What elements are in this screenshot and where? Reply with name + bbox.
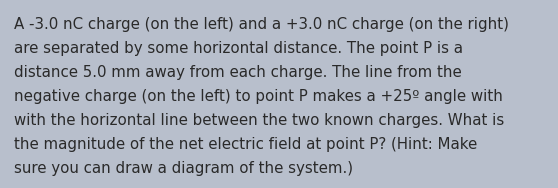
Text: sure you can draw a diagram of the system.): sure you can draw a diagram of the syste… bbox=[14, 161, 353, 176]
Text: are separated by some horizontal distance. The point P is a: are separated by some horizontal distanc… bbox=[14, 41, 463, 56]
Text: with the horizontal line between the two known charges. What is: with the horizontal line between the two… bbox=[14, 113, 504, 128]
Text: negative charge (on the left) to point P makes a +25º angle with: negative charge (on the left) to point P… bbox=[14, 89, 503, 104]
Text: the magnitude of the net electric field at point P? (Hint: Make: the magnitude of the net electric field … bbox=[14, 137, 477, 152]
Text: distance 5.0 mm away from each charge. The line from the: distance 5.0 mm away from each charge. T… bbox=[14, 65, 461, 80]
Text: A -3.0 nC charge (on the left) and a +3.0 nC charge (on the right): A -3.0 nC charge (on the left) and a +3.… bbox=[14, 17, 509, 32]
